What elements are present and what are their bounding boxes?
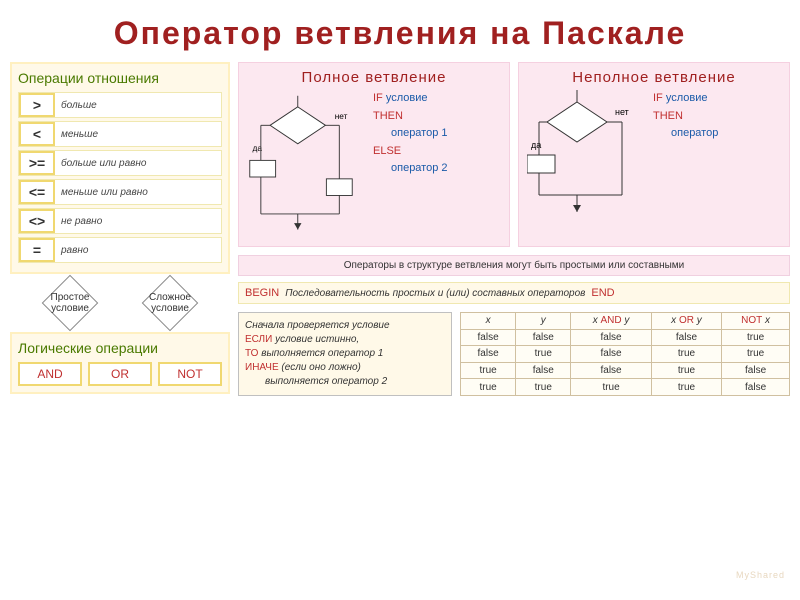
partial-branch-flowchart: да нет bbox=[527, 90, 647, 220]
watermark: MyShared bbox=[736, 570, 785, 580]
full-branch-panel: Полное ветвление да нет bbox=[238, 62, 510, 247]
logical-panel: Логические операции AND OR NOT bbox=[10, 332, 230, 394]
simple-condition: Простое условие bbox=[35, 284, 105, 322]
kw-if: IF bbox=[373, 92, 383, 104]
partial-branch-panel: Неполное ветвление да нет bbox=[518, 62, 790, 247]
op-sym: <> bbox=[19, 209, 55, 233]
truth-table: x y x AND y x OR y NOT x falsefalsefalse… bbox=[460, 312, 790, 396]
condition-types: Простое условие Сложное условие bbox=[10, 284, 230, 322]
op-desc: равно bbox=[61, 245, 88, 256]
full-branch-flowchart: да нет bbox=[247, 90, 367, 240]
op-desc: больше или равно bbox=[61, 158, 146, 169]
algo-kw: ЕСЛИ bbox=[245, 334, 272, 345]
cond-label: условие bbox=[386, 92, 428, 104]
op-row: >= больше или равно bbox=[18, 150, 222, 176]
partial-branch-title: Неполное ветвление bbox=[527, 69, 781, 86]
op-row: <= меньше или равно bbox=[18, 179, 222, 205]
sequence-text: Последовательность простых и (или) соста… bbox=[285, 288, 585, 299]
logic-not: NOT bbox=[158, 362, 222, 386]
algo-kw: ИНАЧЕ bbox=[245, 362, 279, 373]
op-row: = равно bbox=[18, 237, 222, 263]
svg-text:нет: нет bbox=[335, 111, 348, 121]
th: x bbox=[461, 313, 516, 330]
op-desc: меньше или равно bbox=[61, 187, 148, 198]
op-desc: не равно bbox=[61, 216, 102, 227]
op-sym: < bbox=[19, 122, 55, 146]
cond-label: условие bbox=[666, 92, 708, 104]
table-row: falsefalsefalsefalsetrue bbox=[461, 329, 790, 346]
op-sym: > bbox=[19, 93, 55, 117]
op-desc: меньше bbox=[61, 129, 98, 140]
table-row: truetruetruetruefalse bbox=[461, 379, 790, 396]
note-box: Операторы в структуре ветвления могут бы… bbox=[238, 255, 790, 276]
op-sym: = bbox=[19, 238, 55, 262]
algo-text: условие истинно, bbox=[275, 334, 359, 345]
table-row: truefalsefalsetruefalse bbox=[461, 362, 790, 379]
op-row: < меньше bbox=[18, 121, 222, 147]
op1-label: оператор 1 bbox=[391, 127, 448, 139]
op-sym: >= bbox=[19, 151, 55, 175]
relational-panel: Операции отношения > больше < меньше >= бол… bbox=[10, 62, 230, 274]
op-row: <> не равно bbox=[18, 208, 222, 234]
algo-text: выполняется оператор 1 bbox=[261, 348, 383, 359]
op-sym: <= bbox=[19, 180, 55, 204]
relational-title: Операции отношения bbox=[18, 70, 222, 86]
full-branch-title: Полное ветвление bbox=[247, 69, 501, 86]
th: x AND y bbox=[571, 313, 651, 330]
logical-title: Логические операции bbox=[18, 340, 222, 356]
kw-end: END bbox=[591, 287, 614, 299]
th: y bbox=[516, 313, 571, 330]
logic-and: AND bbox=[18, 362, 82, 386]
svg-text:да: да bbox=[531, 140, 541, 150]
op-label: оператор bbox=[671, 127, 718, 139]
page-title: Оператор ветвления на Паскале bbox=[10, 15, 790, 52]
kw-else: ELSE bbox=[373, 145, 401, 157]
op2-label: оператор 2 bbox=[391, 162, 448, 174]
op-desc: больше bbox=[61, 100, 97, 111]
table-row: falsetruefalsetruetrue bbox=[461, 346, 790, 363]
logic-or: OR bbox=[88, 362, 152, 386]
algo-text: (если оно ложно) bbox=[281, 362, 360, 373]
sequence-box: BEGIN Последовательность простых и (или)… bbox=[238, 282, 790, 304]
algo-line: Сначала проверяется условие bbox=[245, 319, 445, 333]
svg-text:нет: нет bbox=[615, 107, 629, 117]
algo-kw: ТО bbox=[245, 348, 258, 359]
kw-begin: BEGIN bbox=[245, 287, 279, 299]
kw-then: THEN bbox=[373, 110, 403, 122]
algo-line: выполняется оператор 2 bbox=[245, 375, 445, 389]
th: NOT x bbox=[722, 313, 790, 330]
complex-condition: Сложное условие bbox=[135, 284, 205, 322]
kw-if: IF bbox=[653, 92, 663, 104]
th: x OR y bbox=[651, 313, 721, 330]
table-header-row: x y x AND y x OR y NOT x bbox=[461, 313, 790, 330]
op-row: > больше bbox=[18, 92, 222, 118]
algorithm-box: Сначала проверяется условие ЕСЛИ условие… bbox=[238, 312, 452, 396]
kw-then: THEN bbox=[653, 110, 683, 122]
